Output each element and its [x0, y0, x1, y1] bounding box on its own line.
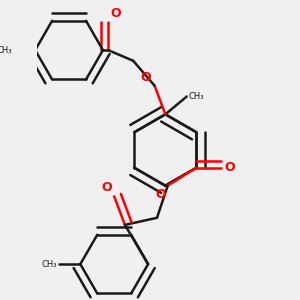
Text: O: O — [155, 188, 166, 201]
Text: O: O — [224, 161, 235, 174]
Text: CH₃: CH₃ — [189, 92, 204, 101]
Text: CH₃: CH₃ — [0, 46, 12, 55]
Text: CH₃: CH₃ — [41, 260, 57, 268]
Text: O: O — [140, 71, 151, 84]
Text: O: O — [110, 7, 121, 20]
Text: O: O — [102, 182, 112, 194]
